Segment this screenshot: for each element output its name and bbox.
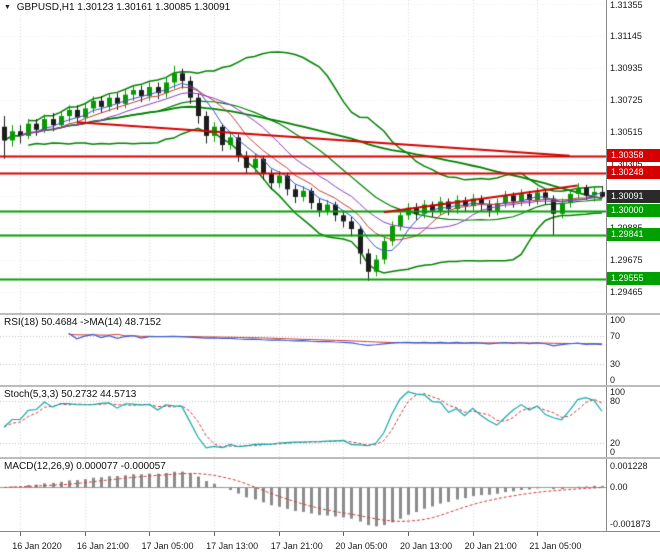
- support-price-tag-1: 1.30000: [607, 203, 660, 217]
- macd-label: MACD(12,26,9) 0.000077 -0.000057: [4, 461, 166, 472]
- time-tick: [537, 532, 538, 536]
- rsi-chart-canvas[interactable]: [0, 315, 606, 385]
- rsi-indicator-panel: 100 70 30 0 RSI(18) 50.4684 ->MA(14) 48.715…: [0, 315, 660, 385]
- axis-tick-label: 100: [610, 315, 626, 325]
- price-chart-canvas[interactable]: [0, 0, 606, 313]
- axis-tick-label: 100: [610, 387, 626, 397]
- time-axis-label: 17 Jan 13:00: [206, 541, 259, 551]
- axis-tick-label: 0.00: [610, 482, 628, 493]
- axis-tick-label: 1.29465: [610, 287, 643, 298]
- rsi-label: RSI(18) 50.4684 ->MA(14) 48.7152: [4, 317, 162, 328]
- axis-tick-label: 70: [610, 331, 621, 341]
- axis-tick-label: 80: [610, 396, 621, 406]
- axis-tick-label: 0.001228: [610, 461, 648, 471]
- current-price-tag: 1.30091: [607, 189, 660, 203]
- time-tick: [408, 532, 409, 536]
- macd-axis[interactable]: 0.001228 0.00 -0.001873: [606, 459, 660, 531]
- time-axis-label: 20 Jan 21:00: [464, 541, 517, 551]
- stochastic-indicator-panel: 100 80 20 0 Stoch(5,3,3) 50.2732 44.5713: [0, 387, 660, 457]
- axis-tick-label: 1.30515: [610, 127, 643, 138]
- axis-tick-label: 1.30935: [610, 62, 643, 73]
- macd-chart-canvas[interactable]: [0, 459, 606, 531]
- symbol-marker-icon: ▼: [4, 4, 11, 11]
- price-axis[interactable]: 1.31355 1.31145 1.30935 1.30725 1.30515 1.303…: [606, 0, 660, 313]
- time-tick: [214, 532, 215, 536]
- time-axis-label: 17 Jan 05:00: [141, 541, 194, 551]
- time-axis-label: 20 Jan 05:00: [335, 541, 388, 551]
- panel-splitter[interactable]: [0, 457, 660, 459]
- time-tick: [20, 532, 21, 536]
- axis-tick-label: -0.001873: [610, 519, 651, 529]
- support-price-tag-2: 1.29841: [607, 227, 660, 241]
- axis-tick-label: 0: [610, 375, 616, 385]
- panel-splitter[interactable]: [0, 313, 660, 315]
- axis-tick-label: 1.30725: [610, 95, 643, 105]
- panel-splitter[interactable]: [0, 385, 660, 387]
- time-tick: [279, 532, 280, 536]
- symbol-ohlc-text: GBPUSD,H1 1.30123 1.30161 1.30085 1.3009…: [16, 2, 231, 13]
- axis-tick-label: 30: [610, 359, 621, 369]
- support-price-tag-3: 1.29555: [607, 271, 660, 285]
- axis-tick-label: 1.30305: [610, 159, 643, 170]
- resistance-price-tag-2: 1.30248: [607, 165, 660, 179]
- stochastic-chart-canvas[interactable]: [0, 387, 606, 457]
- axis-tick-label: 20: [610, 438, 621, 448]
- chart-header: ▼ GBPUSD,H1 1.30123 1.30161 1.30085 1.30…: [4, 2, 230, 13]
- resistance-price-tag-1: 1.30358: [607, 149, 660, 163]
- stochastic-axis[interactable]: 100 80 20 0: [606, 387, 660, 457]
- time-axis-label: 17 Jan 21:00: [270, 541, 323, 551]
- stochastic-label: Stoch(5,3,3) 50.2732 44.5713: [4, 389, 137, 400]
- time-axis-label: 20 Jan 13:00: [400, 541, 453, 551]
- time-axis-label: 16 Jan 21:00: [76, 541, 129, 551]
- main-chart-panel: 1.31355 1.31145 1.30935 1.30725 1.30515 1.303…: [0, 0, 660, 313]
- axis-tick-label: 1.29675: [610, 255, 643, 266]
- axis-tick-label: 1.31355: [610, 0, 643, 10]
- time-tick: [149, 532, 150, 536]
- time-tick: [343, 532, 344, 536]
- axis-tick-label: 1.31145: [610, 30, 642, 41]
- macd-indicator-panel: 0.001228 0.00 -0.001873 MACD(12,26,9) 0.00…: [0, 459, 660, 531]
- time-tick: [85, 532, 86, 536]
- time-axis[interactable]: 16 Jan 2020 16 Jan 21:00 17 Jan 05:00 17 Ja…: [0, 531, 660, 560]
- time-axis-label: 21 Jan 05:00: [529, 541, 582, 551]
- time-axis-label: 16 Jan 2020: [12, 541, 62, 551]
- time-tick: [473, 532, 474, 536]
- rsi-axis[interactable]: 100 70 30 0: [606, 315, 660, 385]
- axis-tick-label: 0: [610, 447, 616, 457]
